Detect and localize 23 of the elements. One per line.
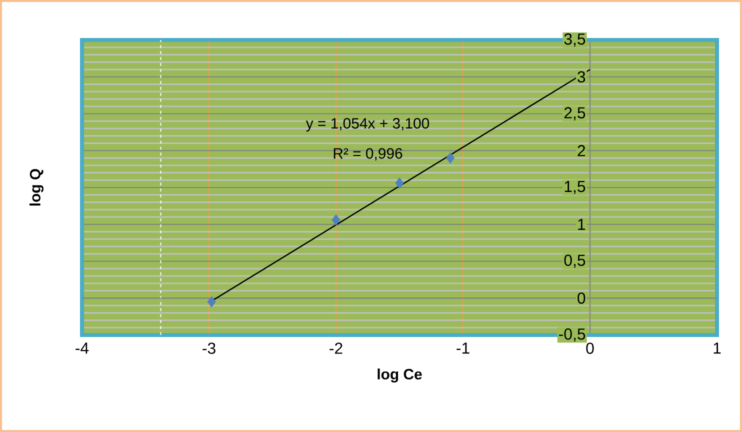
y-tick-label: 1 bbox=[578, 218, 586, 230]
x-axis-title: log Ce bbox=[378, 368, 422, 383]
x-tick-label: -4 bbox=[76, 342, 89, 354]
y-tick-label: -0,5 bbox=[559, 328, 586, 342]
y-tick-label: 1,5 bbox=[564, 180, 586, 194]
y-tick-label: 2,5 bbox=[564, 107, 586, 120]
annotation: R² = 0,996 bbox=[334, 148, 402, 160]
y-tick-label: 0,5 bbox=[564, 254, 586, 268]
y-tick-label: 2 bbox=[578, 145, 586, 156]
annotation: y = 1,054x + 3,100 bbox=[306, 118, 430, 132]
x-tick-label: 1 bbox=[714, 342, 721, 354]
x-tick-label: -2 bbox=[330, 342, 342, 354]
point bbox=[207, 296, 216, 308]
y-axis-title: log Q bbox=[29, 169, 44, 206]
point bbox=[446, 152, 455, 164]
y-tick-label: 3 bbox=[578, 71, 586, 83]
x-tick-label: -3 bbox=[202, 342, 216, 354]
x-tick-label: -1 bbox=[456, 342, 470, 354]
y-tick-label: 0 bbox=[578, 292, 586, 304]
x-tick-label: 0 bbox=[586, 342, 594, 354]
y-tick-label: 3,5 bbox=[564, 33, 586, 47]
point bbox=[395, 177, 404, 189]
point bbox=[332, 214, 340, 226]
